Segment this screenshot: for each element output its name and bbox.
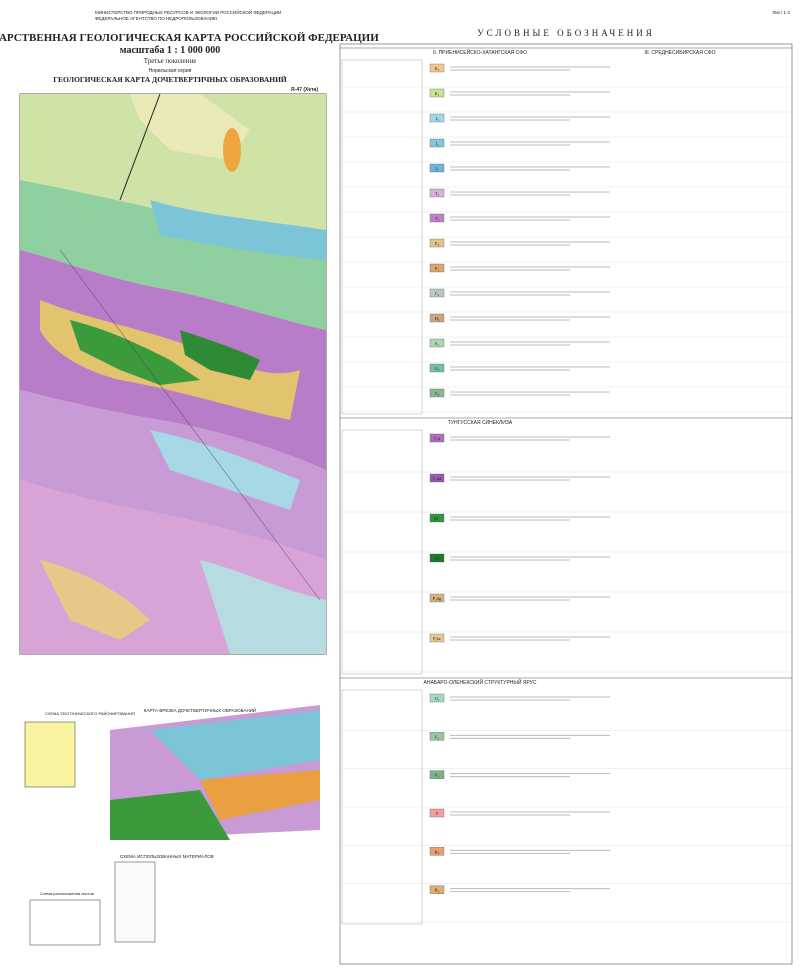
main-map [19, 93, 327, 655]
legend-index: K₂ [435, 66, 440, 71]
legend-index: S₁ [435, 341, 440, 346]
legend-swatch [429, 633, 445, 643]
inset-materials [114, 861, 156, 943]
legend-swatch [429, 388, 445, 398]
inset-title: СХЕМА ИСПОЛЬЗОВАННЫХ МАТЕРИАЛОВ [120, 854, 214, 859]
legend-index: P₁ [435, 266, 440, 271]
section-title: II. ПРИЕНИСЕЙСКО-ХАТАНГСКАЯ СФО [433, 48, 527, 56]
legend-swatch [429, 238, 445, 248]
legend-swatch [429, 885, 445, 894]
scale: масштаба 1 : 1 000 000 [120, 45, 221, 56]
legend-swatch [429, 88, 445, 98]
legend-index: O₂ [435, 366, 440, 371]
legend-index: P₁br [433, 636, 441, 641]
legend-index: Є₃ [435, 391, 440, 396]
legend-swatch [429, 363, 445, 373]
title: ГОСУДАРСТВЕННАЯ ГЕОЛОГИЧЕСКАЯ КАРТА РОСС… [0, 32, 379, 44]
inset-title: КАРТА-ВРЕЗКА ДОЧЕТВЕРТИЧНЫХ ОБРАЗОВАНИЙ [144, 706, 256, 713]
section-title: III. СРЕДНЕСИБИРСКАЯ СФО [644, 50, 715, 56]
legend-index: νT₁ [434, 556, 441, 561]
legend-swatch [429, 113, 445, 123]
legend-swatch [429, 473, 445, 483]
legend-index: R₂ [435, 888, 440, 893]
legend-swatch [429, 188, 445, 198]
legend-index: R₃ [435, 849, 440, 854]
legend-index: V [435, 811, 439, 816]
legend-swatch [429, 553, 445, 563]
inset-map [110, 705, 320, 840]
legend-swatch [429, 313, 445, 323]
legend-index: βT₁ [434, 516, 441, 521]
inset-title: Схема расположения листов [40, 891, 94, 896]
sheet-number: Лист 1-2 [772, 10, 790, 15]
legend-swatch [429, 732, 445, 741]
section-title: ТУНГУССКАЯ СИНЕКЛИЗА [448, 420, 513, 426]
legend-index: T₁nd [433, 476, 443, 481]
legend-index: C₂ [435, 291, 440, 296]
legend-index: J₃ [435, 116, 439, 121]
map-title: ГЕОЛОГИЧЕСКАЯ КАРТА ДОЧЕТВЕРТИЧНЫХ ОБРАЗ… [53, 75, 287, 84]
legend-index: T₁ [435, 216, 440, 221]
legend-swatch [429, 138, 445, 148]
legend-swatch [429, 433, 445, 443]
legend-swatch [429, 593, 445, 603]
legend-index: Є₂ [435, 734, 440, 739]
ministry: МИНИСТЕРСТВО ПРИРОДНЫХ РЕСУРСОВ И ЭКОЛОГ… [95, 8, 281, 15]
generation: Третье поколение [144, 57, 197, 65]
legend-swatch [429, 163, 445, 173]
legend-index: D₃ [435, 316, 440, 321]
legend-index: T₁tt [434, 436, 442, 441]
inset-tectonic [24, 721, 76, 788]
legend-index: O₁ [435, 696, 440, 701]
legend-index: J₂ [435, 141, 439, 146]
inset-title: СХЕМА ТЕКТОНИЧЕСКОГО РАЙОНИРОВАНИЯ [45, 711, 135, 716]
legend-swatch [429, 770, 445, 779]
legend-swatch [429, 288, 445, 298]
legend-swatch [429, 213, 445, 223]
legend-title: УСЛОВНЫЕ ОБОЗНАЧЕНИЯ [477, 28, 654, 38]
series: Норильская серия [149, 68, 192, 74]
agency: ФЕДЕРАЛЬНОЕ АГЕНТСТВО ПО НЕДРОПОЛЬЗОВАНИ… [95, 16, 218, 21]
legend-index: Є₁ [435, 773, 440, 778]
legend-index: P₂dg [433, 596, 442, 601]
legend-index: P₂ [435, 241, 440, 246]
legend: II. ПРИЕНИСЕЙСКО-ХАТАНГСКАЯ СФО III. СРЕД… [340, 47, 792, 925]
legend-index: K₁ [435, 91, 440, 96]
legend-index: T₃ [435, 191, 440, 196]
legend-index: J₁ [435, 166, 439, 171]
legend-swatch [429, 263, 445, 273]
legend-swatch [429, 693, 445, 703]
legend-swatch [429, 513, 445, 523]
legend-swatch [429, 808, 445, 818]
legend-frame [339, 43, 793, 965]
legend-swatch [429, 63, 445, 73]
legend-swatch [429, 847, 445, 856]
section-title: АНАБАРО-ОЛЕНЕКСКИЙ СТРУКТУРНЫЙ ЯРУС [424, 678, 537, 686]
sheet-code: R-47 (Хета) [291, 87, 318, 93]
legend-swatch [429, 338, 445, 348]
inset-layout [29, 899, 101, 946]
